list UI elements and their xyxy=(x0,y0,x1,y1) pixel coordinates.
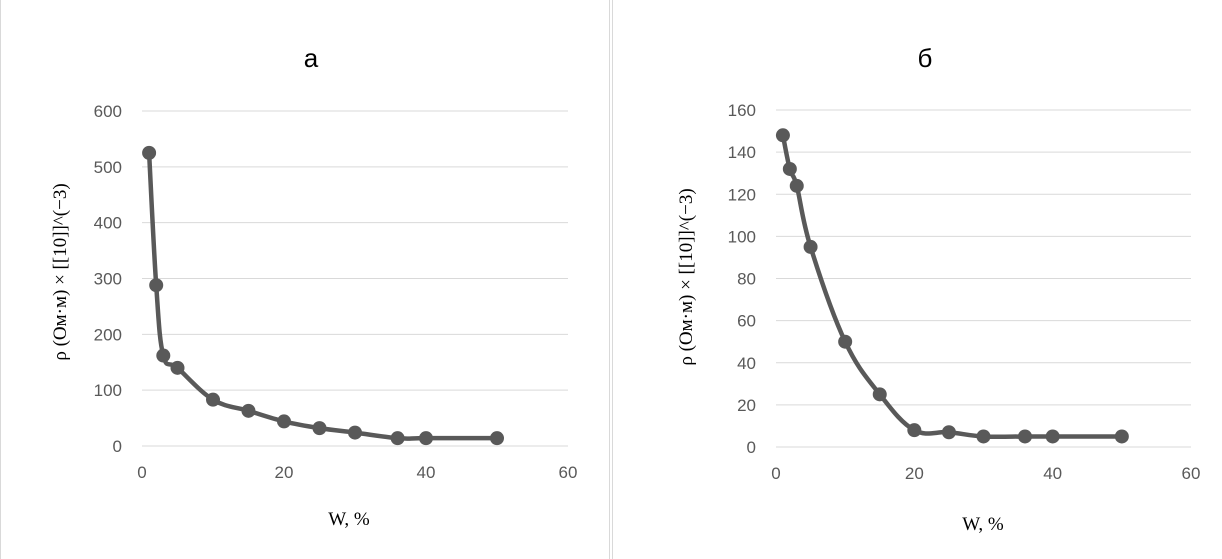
chart-b-data-point xyxy=(907,423,922,438)
chart-a-y-tick-label: 100 xyxy=(94,381,122,400)
chart-b-title: б xyxy=(918,43,933,73)
chart-a-data-point xyxy=(170,360,185,375)
chart-a-svg: 0 100 200 300 400 500 600 0 20 40 60 а W, % ρ (Ом… xyxy=(50,43,578,530)
chart-a-y-tick-label: 600 xyxy=(94,102,122,121)
chart-b-data-point xyxy=(1114,429,1129,444)
chart-b-data-point xyxy=(1018,429,1032,444)
chart-a-x-tick-label: 60 xyxy=(559,463,578,482)
chart-b-x-axis-title: W, % xyxy=(962,514,1004,535)
chart-a-data-point xyxy=(241,403,256,418)
chart-b-data-point xyxy=(1045,429,1060,444)
chart-b-y-tick-label: 0 xyxy=(747,438,756,457)
chart-a-x-axis-title: W, % xyxy=(328,509,370,530)
chart-b-svg: 0 20 40 60 80 100 120 140 160 0 20 40 60 б W, % ρ (… xyxy=(676,43,1201,535)
chart-b-x-tick-label: 60 xyxy=(1182,464,1201,483)
chart-b-data-point xyxy=(976,429,991,444)
chart-a-y-tick-label: 500 xyxy=(94,158,122,177)
chart-a-x-tick-label: 0 xyxy=(137,463,146,482)
chart-a-x-tick-label: 40 xyxy=(417,463,436,482)
chart-b-y-tick-label: 160 xyxy=(728,101,756,120)
chart-a-data-point xyxy=(490,431,504,446)
chart-b-x-tick-label: 0 xyxy=(771,464,780,483)
chart-a-y-tick-label: 400 xyxy=(94,214,122,233)
chart-b-x-tick-label: 40 xyxy=(1043,464,1062,483)
chart-a-data-point xyxy=(149,278,164,293)
chart-a-series-line xyxy=(146,150,500,441)
chart-b-data-point xyxy=(775,128,790,143)
chart-b-data-point xyxy=(782,161,797,176)
chart-a-x-tick-label: 20 xyxy=(275,463,294,482)
chart-b-data-point xyxy=(803,239,818,254)
chart-b-y-tick-label: 20 xyxy=(737,396,756,415)
chart-a-title: а xyxy=(304,43,319,73)
chart-b-data-point xyxy=(838,334,853,349)
chart-b-data-point xyxy=(789,178,804,193)
chart-b-y-tick-label: 80 xyxy=(737,270,756,289)
chart-a-data-point xyxy=(156,348,171,363)
chart-b-data-point xyxy=(872,387,887,402)
chart-a-data-point xyxy=(348,425,362,440)
chart-a-data-point xyxy=(142,145,157,160)
chart-a-data-point xyxy=(312,421,327,436)
chart-a-data-point xyxy=(206,392,220,407)
chart-a-y-axis-title: ρ (Ом·м) × [[10]]^(−3) xyxy=(50,183,71,360)
chart-b-x-tick-label: 20 xyxy=(905,464,924,483)
chart-b-data-point xyxy=(941,425,956,440)
chart-b-series-line xyxy=(780,133,1125,440)
chart-a-y-tick-label: 200 xyxy=(94,325,122,344)
chart-b-y-tick-label: 140 xyxy=(728,143,756,162)
chart-a-y-tick-label: 300 xyxy=(94,270,122,289)
chart-a-data-point xyxy=(277,414,291,429)
chart-b-y-tick-label: 60 xyxy=(737,312,756,331)
chart-a-data-point xyxy=(419,431,433,446)
chart-panel-b: 0 20 40 60 80 100 120 140 160 0 20 40 60 б W, % ρ (… xyxy=(612,0,1222,559)
chart-panel-a: 0 100 200 300 400 500 600 0 20 40 60 а W, % ρ (Ом… xyxy=(0,0,610,559)
chart-b-y-tick-label: 100 xyxy=(728,227,756,246)
chart-b-y-tick-label: 40 xyxy=(737,354,756,373)
chart-a-y-tick-label: 0 xyxy=(113,437,122,456)
chart-a-data-point xyxy=(390,431,405,446)
chart-b-y-axis-title: ρ (Ом·м) × [[10]]^(−3) xyxy=(676,188,697,365)
chart-b-y-tick-label: 120 xyxy=(728,185,756,204)
